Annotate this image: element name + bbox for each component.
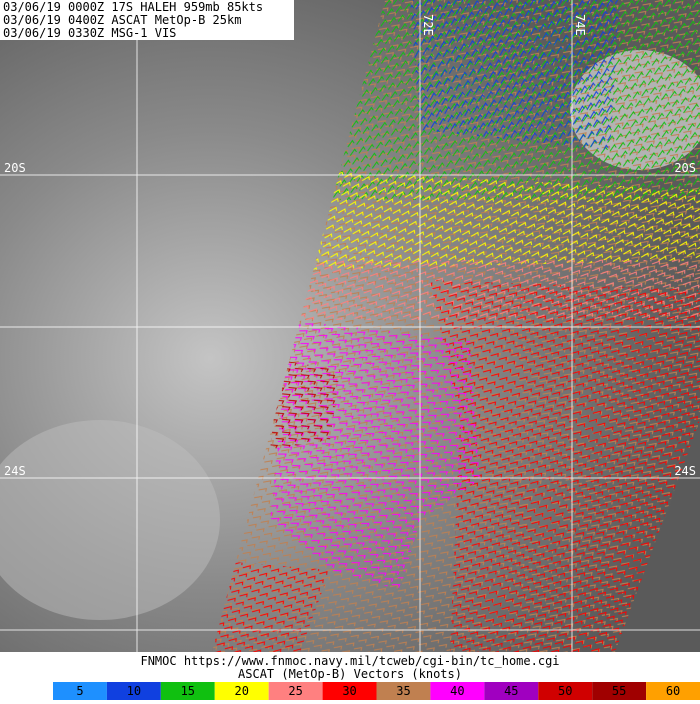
legend-title: ASCAT (MetOp-B) Vectors (knots): [238, 667, 462, 681]
legend-swatch: [160, 682, 215, 700]
legend-label: 45: [504, 684, 518, 698]
legend-label: 35: [396, 684, 410, 698]
legend-swatch: [322, 682, 377, 700]
legend-label: 60: [666, 684, 680, 698]
legend-swatch: [646, 682, 700, 700]
legend-swatch: [538, 682, 593, 700]
legend-swatch: [430, 682, 485, 700]
legend-label: 50: [558, 684, 572, 698]
legend-label: 30: [342, 684, 356, 698]
lat-label: 24S: [674, 464, 696, 478]
legend: 5 10 15 20 25 30 35 40 45 50 55 60: [53, 682, 700, 700]
header-line: 03/06/19 0330Z MSG-1 VIS: [3, 26, 176, 40]
graticule: [0, 0, 700, 652]
legend-swatch: [268, 682, 323, 700]
cloud: [0, 420, 220, 620]
footer-source: FNMOC https://www.fnmoc.navy.mil/tcweb/c…: [140, 654, 559, 668]
legend-swatch: [592, 682, 647, 700]
legend-swatch: [53, 682, 107, 700]
header-box: [0, 0, 294, 40]
header-line: 03/06/19 0400Z ASCAT MetOp-B 25km: [3, 13, 241, 27]
header-line: 03/06/19 0000Z 17S HALEH 959mb 85kts: [3, 0, 263, 14]
lon-label: 72E: [421, 14, 435, 36]
lon-label: 74E: [573, 14, 587, 36]
legend-label: 20: [234, 684, 248, 698]
legend-label: 5: [76, 684, 83, 698]
legend-label: 10: [127, 684, 141, 698]
legend-swatch: [484, 682, 539, 700]
legend-label: 25: [288, 684, 302, 698]
legend-swatch: [376, 682, 431, 700]
legend-swatch: [106, 682, 161, 700]
lat-label: 20S: [674, 161, 696, 175]
legend-swatch: [214, 682, 269, 700]
legend-label: 55: [612, 684, 626, 698]
lat-label: 24S: [4, 464, 26, 478]
legend-label: 40: [450, 684, 464, 698]
lat-label: 20S: [4, 161, 26, 175]
legend-label: 15: [181, 684, 195, 698]
grid-labels: 72E 74E 20S 24S 20S 24S: [4, 14, 696, 478]
